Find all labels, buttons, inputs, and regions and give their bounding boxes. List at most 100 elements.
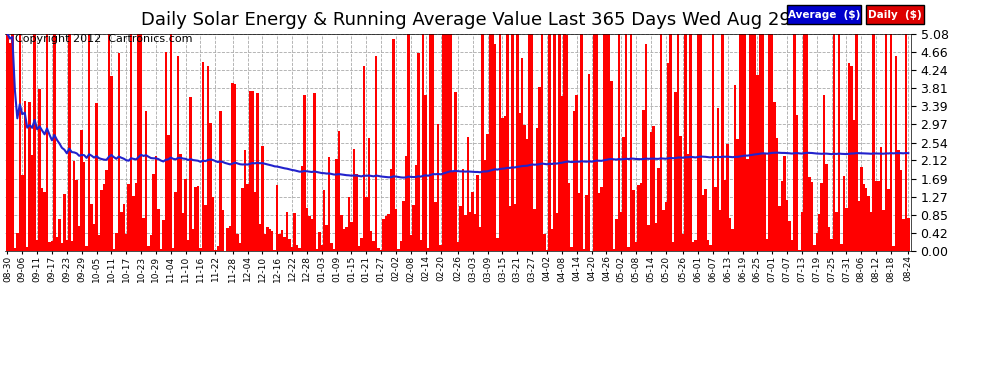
Bar	[288, 239, 291, 251]
Bar	[719, 210, 722, 251]
Bar	[392, 39, 395, 251]
Bar	[50, 241, 53, 251]
Bar	[387, 214, 390, 251]
Bar	[244, 150, 247, 251]
Bar	[833, 34, 836, 251]
Bar	[31, 155, 34, 251]
Bar	[615, 219, 618, 251]
Bar	[459, 206, 461, 251]
Bar	[575, 95, 578, 251]
Bar	[26, 248, 29, 251]
Bar	[529, 34, 531, 251]
Bar	[145, 111, 148, 251]
Bar	[253, 192, 256, 251]
Bar	[524, 125, 526, 251]
Bar	[199, 248, 202, 251]
Bar	[509, 206, 511, 251]
Bar	[704, 189, 707, 251]
Text: Copyright 2012  Cartronics.com: Copyright 2012 Cartronics.com	[15, 34, 192, 44]
Bar	[471, 192, 474, 251]
Bar	[845, 208, 847, 251]
Bar	[808, 177, 811, 251]
Bar	[816, 233, 818, 251]
Bar	[813, 245, 816, 251]
Bar	[219, 111, 222, 251]
Bar	[189, 97, 192, 251]
Bar	[662, 210, 664, 251]
Bar	[362, 66, 365, 251]
Bar	[410, 235, 412, 251]
Bar	[783, 156, 786, 251]
Bar	[534, 209, 536, 251]
Bar	[620, 213, 623, 251]
Bar	[405, 156, 407, 251]
Bar	[454, 92, 456, 251]
Bar	[491, 34, 494, 251]
Bar	[544, 234, 545, 251]
Bar	[177, 56, 179, 251]
Bar	[526, 140, 529, 251]
Bar	[407, 34, 410, 251]
Bar	[179, 154, 182, 251]
Bar	[902, 219, 905, 251]
Bar	[125, 234, 128, 251]
Bar	[98, 235, 100, 251]
Bar	[484, 160, 486, 251]
Bar	[251, 92, 253, 251]
Bar	[887, 189, 890, 251]
Bar	[628, 248, 630, 251]
Bar	[167, 135, 169, 251]
Bar	[791, 240, 793, 251]
Bar	[687, 154, 689, 251]
Bar	[905, 34, 907, 251]
Bar	[519, 113, 521, 251]
Bar	[380, 250, 382, 251]
Bar	[821, 183, 823, 251]
Bar	[360, 238, 362, 251]
Bar	[14, 248, 16, 251]
Bar	[100, 190, 103, 251]
Bar	[412, 205, 415, 251]
Bar	[367, 138, 370, 251]
Bar	[143, 217, 145, 251]
Bar	[162, 220, 164, 251]
Bar	[692, 242, 694, 251]
Bar	[281, 230, 283, 251]
Bar	[6, 34, 9, 251]
Bar	[440, 245, 442, 251]
Bar	[128, 184, 130, 251]
Bar	[276, 185, 278, 251]
Bar	[605, 34, 608, 251]
Bar	[95, 103, 98, 251]
Bar	[875, 182, 877, 251]
Bar	[521, 58, 524, 251]
Bar	[242, 188, 244, 251]
Bar	[159, 249, 162, 251]
Bar	[68, 34, 70, 251]
Bar	[16, 233, 19, 251]
Bar	[595, 34, 598, 251]
Bar	[34, 34, 36, 251]
Bar	[806, 34, 808, 251]
Bar	[202, 62, 204, 251]
Bar	[446, 34, 449, 251]
Bar	[608, 34, 610, 251]
Bar	[778, 206, 781, 251]
Bar	[88, 34, 90, 251]
Bar	[531, 34, 534, 251]
Bar	[350, 222, 352, 251]
Bar	[248, 91, 251, 251]
Bar	[768, 34, 771, 251]
Bar	[278, 234, 281, 251]
Bar	[263, 234, 266, 251]
Bar	[326, 225, 328, 251]
Bar	[53, 34, 55, 251]
Bar	[311, 219, 313, 251]
Bar	[415, 165, 417, 251]
Bar	[862, 184, 865, 251]
Bar	[743, 34, 746, 251]
Bar	[445, 34, 446, 251]
Bar	[672, 242, 674, 251]
Bar	[385, 216, 387, 251]
Bar	[694, 240, 697, 251]
